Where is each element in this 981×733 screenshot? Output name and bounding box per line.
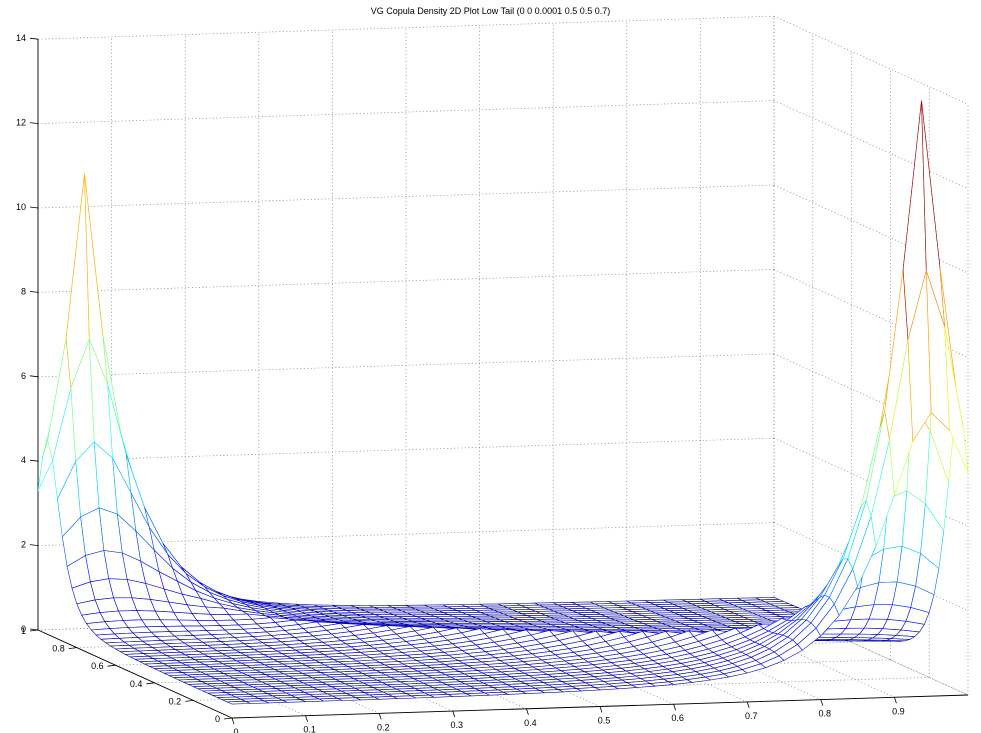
- x-tick-label: 0.8: [819, 709, 832, 719]
- z-tick-label: 12: [16, 118, 26, 128]
- chart-title: VG Copula Density 2D Plot Low Tail (0 0 …: [370, 6, 611, 16]
- y-tick-mark: [223, 717, 233, 720]
- z-tick-mark: [29, 375, 39, 378]
- z-tick-label: 6: [21, 371, 26, 381]
- y-tick-label: 1: [21, 626, 26, 636]
- z-tick-label: 14: [16, 33, 26, 43]
- gridline-x-floor: [700, 608, 895, 698]
- z-tick-mark: [29, 459, 39, 462]
- y-tick-label: 0.6: [91, 661, 104, 671]
- gridline-z-back: [37, 353, 775, 378]
- gridline-z-side: [773, 100, 969, 189]
- y-tick-mark: [185, 700, 194, 702]
- x-tick-mark: [820, 699, 824, 706]
- tick-layer: 0 0.1 0.2 0.3 0.4 0.5 0.6 0.7 0.8 0.9 0 0.2 0.4 0.6 0.…: [16, 33, 905, 733]
- gridline-z-side: [773, 437, 969, 527]
- z-tick-label: 0: [21, 624, 26, 634]
- x-tick-label: 0.4: [524, 718, 537, 728]
- gridline-z-back: [37, 184, 775, 209]
- x-tick-mark: [894, 697, 897, 704]
- y-tick-mark: [68, 647, 77, 649]
- z-tick-label: 2: [21, 540, 26, 550]
- x-tick-label: 0: [233, 727, 238, 733]
- gridline-z-back: [37, 15, 775, 40]
- x-tick-mark: [231, 717, 235, 725]
- gridline-z-back: [37, 100, 775, 124]
- z-tick-label: 4: [21, 455, 26, 465]
- gridline-z-side: [773, 522, 969, 611]
- x-tick-mark: [526, 708, 529, 715]
- gridline-z-side: [773, 15, 969, 105]
- z-tick-mark: [29, 122, 39, 124]
- gridline-x-floor: [626, 611, 821, 700]
- y-tick-mark: [107, 664, 116, 667]
- x-tick-mark: [746, 701, 750, 709]
- x-tick-mark: [673, 704, 676, 711]
- gridline-x-floor: [553, 613, 748, 703]
- gridline-z-back: [37, 269, 775, 293]
- gridline-z-side: [773, 269, 969, 358]
- x-tick-mark: [599, 706, 603, 713]
- x-tick-label: 0.5: [598, 716, 611, 726]
- gridline-x-floor: [479, 615, 674, 705]
- x-tick-label: 0.3: [451, 720, 464, 730]
- x-tick-label: 0.1: [303, 725, 316, 733]
- x-tick-mark: [378, 713, 382, 720]
- z-tick-mark: [29, 206, 39, 209]
- z-tick-label: 10: [16, 202, 26, 212]
- x-tick-mark: [452, 710, 456, 718]
- gridline-z-side: [773, 353, 969, 443]
- gridline-z-side: [773, 184, 969, 274]
- x-tick-label: 0.7: [745, 711, 758, 721]
- y-tick-label: 0.8: [52, 644, 65, 654]
- x-tick-label: 0.2: [377, 722, 390, 732]
- y-tick-mark: [146, 682, 155, 685]
- y-tick-label: 0.2: [169, 696, 182, 706]
- x-tick-mark: [305, 715, 308, 722]
- z-tick-mark: [29, 544, 39, 546]
- y-axis-line: [37, 629, 233, 719]
- z-tick-mark: [29, 628, 39, 631]
- y-tick-label: 0: [215, 714, 220, 724]
- x-tick-label: 0.9: [892, 706, 905, 716]
- x-tick-label: 0.6: [671, 713, 684, 723]
- gridline-z-back: [37, 437, 775, 462]
- z-tick-mark: [29, 291, 39, 293]
- gridline-x-floor: [773, 606, 969, 696]
- surface-cell: [944, 327, 969, 473]
- z-tick-mark: [29, 37, 39, 40]
- y-tick-label: 0.4: [130, 679, 143, 689]
- mesh-layer: [37, 100, 969, 705]
- z-tick-label: 8: [21, 286, 26, 296]
